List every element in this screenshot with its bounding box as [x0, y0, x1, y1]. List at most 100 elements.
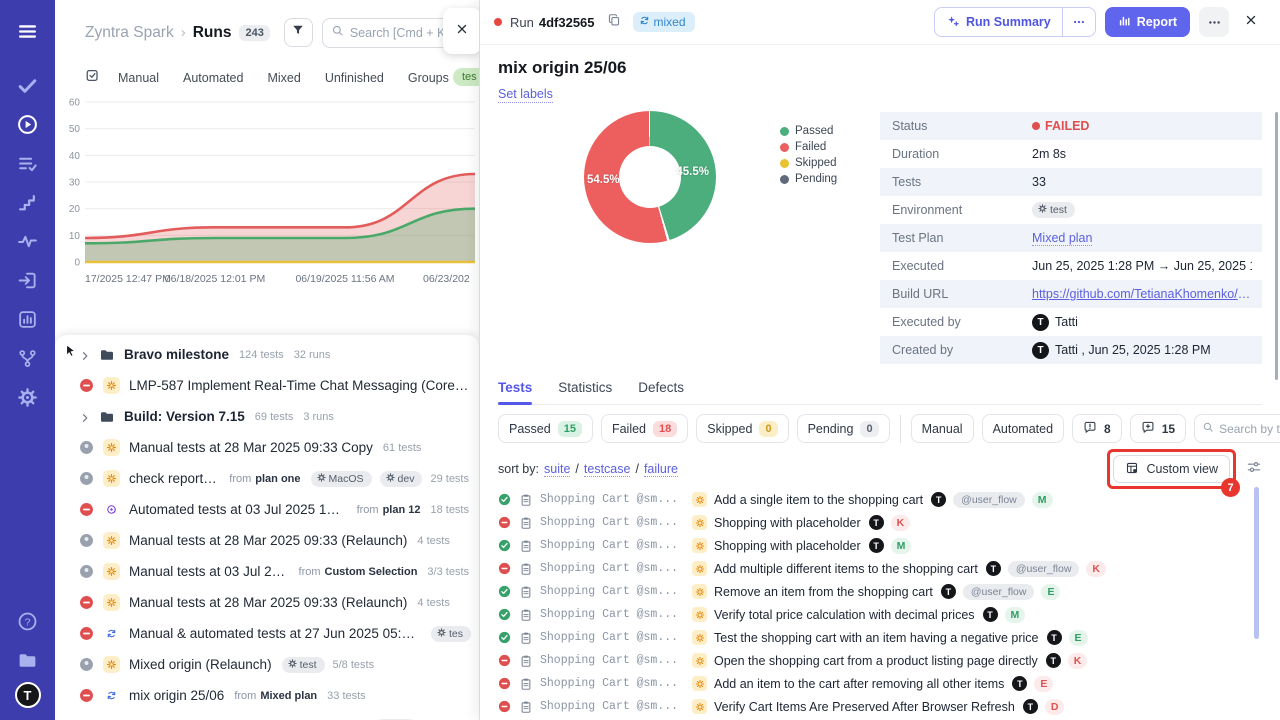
- tab-groups[interactable]: Groups: [407, 71, 449, 85]
- test-result-row[interactable]: Shopping Cart @sm... Shopping with placeh…: [498, 511, 1262, 534]
- run-title: Mixed origin (Relaunch): [129, 657, 272, 672]
- build-url-link[interactable]: https://github.com/TetianaKhomenko/Load-…: [1032, 287, 1252, 301]
- tab-statistics[interactable]: Statistics: [558, 380, 613, 395]
- traceability-branch-icon[interactable]: [11, 341, 45, 375]
- test-plans-list-check-icon[interactable]: [11, 146, 45, 180]
- set-labels-link[interactable]: Set labels: [498, 87, 553, 103]
- test-title: Remove an item from the shopping cart: [714, 584, 933, 599]
- run-list-item[interactable]: Manual tests at 28 Mar 2025 09:33 (Relau…: [55, 587, 479, 618]
- run-list-item[interactable]: Build: Version 7.15 69 tests 3 runs: [55, 401, 479, 432]
- environment-chip[interactable]: tes: [453, 68, 479, 86]
- test-result-row[interactable]: Shopping Cart @sm... Shopping with placeh…: [498, 534, 1262, 557]
- tab-manual[interactable]: Manual: [118, 71, 159, 85]
- test-result-row[interactable]: Shopping Cart @sm... Test the shopping ca…: [498, 626, 1262, 649]
- run-list-item[interactable]: Bravo milestone 124 tests 32 runs: [55, 339, 479, 370]
- milestone-badge: M: [890, 537, 912, 554]
- tab-unfinished[interactable]: Unfinished: [324, 71, 384, 85]
- custom-view-button[interactable]: Custom view: [1113, 455, 1230, 483]
- filter-automated[interactable]: Automated: [981, 414, 1065, 443]
- projects-folder-icon[interactable]: [11, 643, 45, 677]
- filter-comment-exclaim-icon[interactable]: 8: [1072, 414, 1122, 443]
- sort-by-testcase[interactable]: testcase: [583, 462, 631, 477]
- mixed-run-icon: [692, 653, 707, 668]
- filter-skipped[interactable]: Skipped 0: [696, 414, 789, 443]
- report-button[interactable]: Report: [1104, 7, 1190, 37]
- sort-links: suite / testcase / failure: [544, 460, 678, 478]
- detail-value: test: [1032, 202, 1083, 218]
- milestones-steps-icon[interactable]: [11, 185, 45, 219]
- tab-automated[interactable]: Automated: [183, 71, 244, 85]
- run-detail-header: Run 4df32565 mixed Run Summary Report: [480, 0, 1280, 45]
- filter-passed[interactable]: Passed 15: [498, 414, 593, 443]
- defects-pulse-icon[interactable]: [11, 224, 45, 258]
- reports-bar-chart-icon[interactable]: [11, 302, 45, 336]
- filter-button[interactable]: [283, 18, 313, 47]
- run-list-item[interactable]: Mixed origin (Relaunch) test 5/8 tests: [55, 649, 479, 680]
- test-result-row[interactable]: Shopping Cart @sm... Verify Cart Items Ar…: [498, 695, 1262, 718]
- svg-text:50: 50: [69, 124, 81, 135]
- run-list-item[interactable]: Manual tests at 28 Mar 2025 09:33 Copy 61…: [55, 432, 479, 463]
- more-actions-button[interactable]: [1199, 7, 1229, 37]
- run-list-item[interactable]: Automated tests at 03 Jul 2025 13:25 from…: [55, 494, 479, 525]
- run-counts: 3/3 tests: [427, 565, 469, 578]
- run-list-item[interactable]: Manual & automated tests at 27 Jun 2025 …: [55, 618, 479, 649]
- test-title: Verify Cart Items Are Preserved After Br…: [714, 699, 1015, 714]
- list-scrollbar-thumb[interactable]: [1254, 487, 1259, 639]
- auto-run-icon: [103, 501, 120, 518]
- filter-manual[interactable]: Manual: [910, 414, 974, 443]
- status-aborted-icon: [79, 564, 94, 579]
- panel-scrollbar-thumb[interactable]: [1275, 112, 1278, 380]
- runs-play-circle-icon[interactable]: [11, 107, 45, 141]
- filter-pending[interactable]: Pending 0: [796, 414, 890, 443]
- run-list-item[interactable]: Manual tests at 28 Mar 2025 09:33 (Relau…: [55, 525, 479, 556]
- status-aborted-icon: [79, 471, 94, 486]
- panel-close-button[interactable]: [443, 8, 479, 54]
- tests-search-input[interactable]: [1219, 421, 1280, 436]
- test-result-row[interactable]: Shopping Cart @sm... Open the shopping ca…: [498, 649, 1262, 672]
- view-settings-button[interactable]: [1246, 459, 1262, 480]
- test-result-row[interactable]: Shopping Cart @sm... Add a single item to…: [498, 488, 1262, 511]
- test-result-row[interactable]: Shopping Cart @sm... Add multiple differe…: [498, 557, 1262, 580]
- tests-search-field[interactable]: [1194, 414, 1280, 443]
- test-title: Add multiple different items to the shop…: [714, 561, 978, 576]
- sort-by-suite[interactable]: suite: [544, 462, 571, 477]
- test-plan-link[interactable]: Mixed plan: [1032, 230, 1093, 246]
- run-summary-button[interactable]: Run Summary: [933, 7, 1096, 37]
- filter-failed[interactable]: Failed 18: [600, 414, 689, 443]
- run-list-item[interactable]: Manual tests at 03 Jul 2025 12:08 fromCus…: [55, 556, 479, 587]
- run-list-item[interactable]: LMP-587 Implement Real-Time Chat Messagi…: [55, 370, 479, 401]
- help-icon[interactable]: ?: [11, 604, 45, 638]
- test-suite-path: Shopping Cart @sm...: [540, 516, 679, 529]
- test-result-row[interactable]: Shopping Cart @sm... Verify total price c…: [498, 603, 1262, 626]
- breadcrumb-app[interactable]: Zyntra Spark: [85, 23, 174, 41]
- mixed-run-icon: [103, 470, 120, 487]
- filter-count: 18: [653, 420, 678, 437]
- settings-gear-icon[interactable]: [11, 380, 45, 414]
- menu-icon[interactable]: [11, 14, 45, 48]
- tab-tests[interactable]: Tests: [498, 380, 533, 405]
- test-cases-check-icon[interactable]: [11, 68, 45, 102]
- copy-run-id-button[interactable]: [603, 11, 625, 33]
- run-summary-more-button[interactable]: [1061, 8, 1095, 36]
- sort-by-failure[interactable]: failure: [643, 462, 678, 477]
- run-list-item[interactable]: mix origin 25/06 from Mixed plan 33 tests: [55, 680, 479, 711]
- status-passed-icon: [498, 539, 511, 552]
- milestone-badge: M: [1004, 606, 1026, 623]
- close-run-detail-button[interactable]: [1238, 9, 1264, 35]
- run-meta: tes: [430, 625, 479, 642]
- run-meta: test 5/8 tests: [281, 656, 385, 673]
- test-result-row[interactable]: Shopping Cart @sm... Remove an item from …: [498, 580, 1262, 603]
- runs-search-input[interactable]: [349, 25, 463, 40]
- filter-comment-plus-icon[interactable]: 15: [1129, 414, 1187, 443]
- select-runs-icon[interactable]: [85, 68, 100, 88]
- test-result-row[interactable]: Shopping Cart @sm... Add an item to the c…: [498, 672, 1262, 695]
- tab-defects[interactable]: Defects: [638, 380, 685, 395]
- detail-row: Executed by T Tatti: [880, 308, 1262, 336]
- detail-value: T Tatti: [1032, 313, 1078, 331]
- tab-mixed[interactable]: Mixed: [267, 71, 301, 85]
- inbox-login-icon[interactable]: [11, 263, 45, 297]
- user-avatar[interactable]: T: [14, 682, 41, 708]
- test-tag: @user_flow: [1007, 560, 1080, 577]
